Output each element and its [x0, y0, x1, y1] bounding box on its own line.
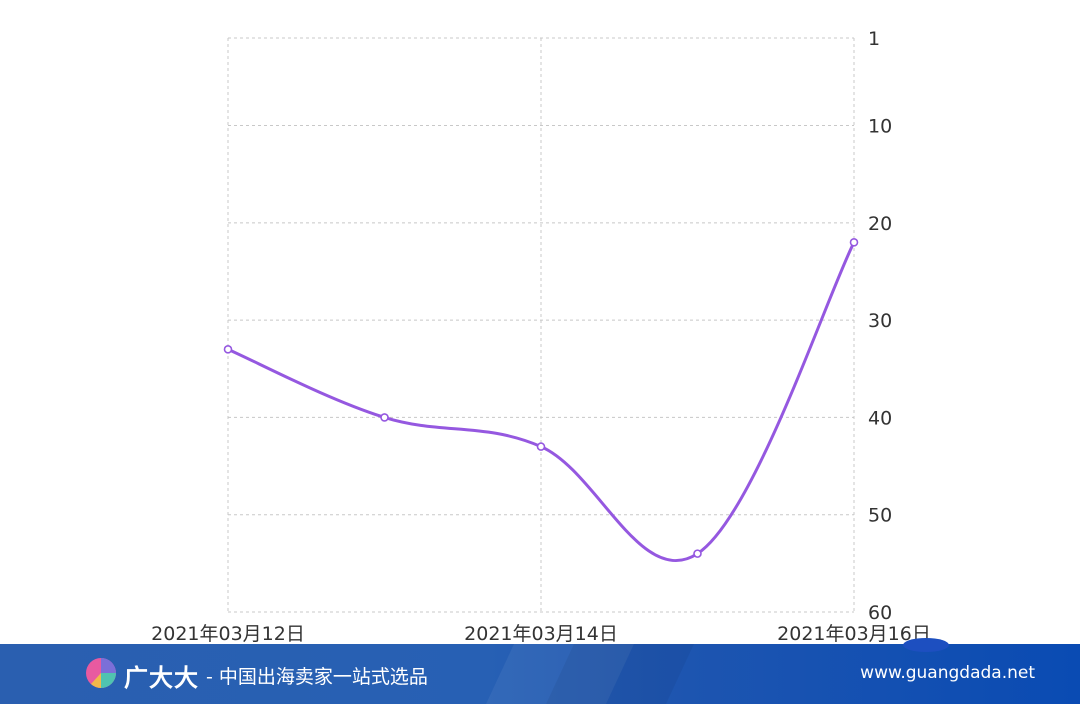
y-tick-label: 1	[868, 28, 880, 50]
y-tick-label: 30	[868, 310, 892, 332]
y-tick-label: 50	[868, 505, 892, 527]
y-tick-label: 20	[868, 213, 892, 235]
data-point[interactable]	[536, 442, 546, 451]
x-tick-label: 2021年03月12日	[151, 623, 305, 644]
footer-banner: 广大大 - 中国出海卖家一站式选品 www.guangdada.net	[0, 644, 1080, 704]
y-axis-labels: 1 10 20 30 40 50 60	[868, 28, 892, 624]
y-tick-label: 10	[868, 116, 892, 138]
data-point[interactable]	[380, 413, 389, 422]
chart-grid	[227, 37, 855, 613]
data-point[interactable]	[223, 345, 233, 354]
data-point[interactable]	[693, 549, 702, 558]
x-axis-labels: 2021年03月12日 2021年03月14日 2021年03月16日	[151, 623, 931, 644]
y-tick-label: 60	[868, 602, 892, 624]
chart-series	[223, 238, 859, 563]
y-tick-label: 40	[868, 407, 892, 429]
series-line	[226, 240, 856, 563]
line-chart: 2021年03月12日 2021年03月14日 2021年03月16日 1 10 20 3…	[151, 28, 931, 644]
data-point[interactable]	[849, 238, 859, 247]
pie-chart-logo-icon	[86, 658, 116, 688]
site-url[interactable]: www.guangdada.net	[860, 663, 1035, 683]
decorative-blob	[903, 638, 949, 652]
brand-name: 广大大	[124, 664, 199, 692]
x-tick-label: 2021年03月14日	[464, 623, 618, 644]
brand-slogan: - 中国出海卖家一站式选品	[206, 666, 428, 688]
x-tick-label: 2021年03月16日	[777, 623, 931, 644]
